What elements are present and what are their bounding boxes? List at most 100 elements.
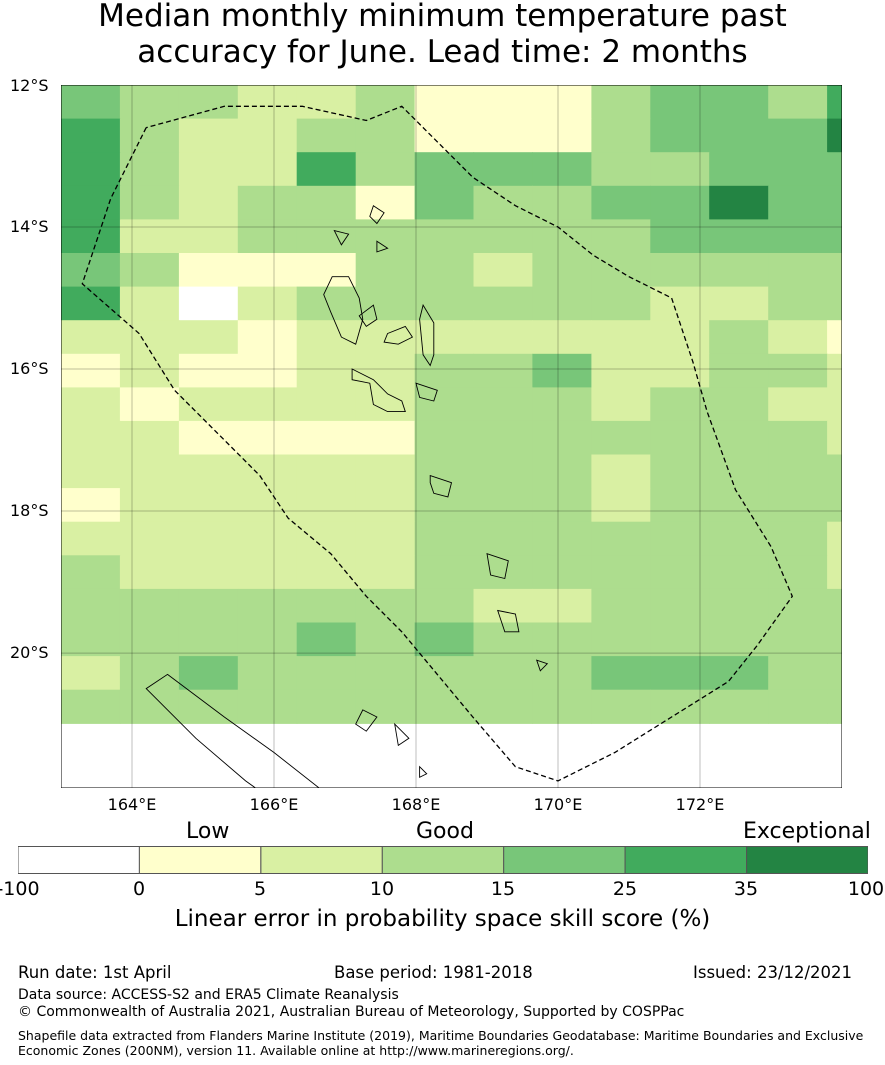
skill-cell (650, 622, 710, 657)
colorbar-tick: 5 (253, 878, 267, 900)
skill-cell (296, 320, 357, 355)
skill-cell (237, 85, 298, 120)
skill-cell (532, 454, 592, 489)
skill-cell (473, 689, 533, 724)
skill-cell (119, 152, 180, 187)
skill-cell (473, 454, 533, 489)
skill-cell (355, 588, 416, 624)
skill-cell (591, 353, 651, 388)
skill-cell (296, 353, 357, 388)
skill-cell (827, 588, 842, 624)
skill-cell (650, 353, 710, 388)
lon-tick-label: 164°E (107, 795, 157, 814)
skill-cell (237, 387, 298, 422)
skill-cell (650, 588, 710, 624)
skill-cell (768, 555, 828, 590)
skill-cell (414, 622, 475, 657)
skill-cell (237, 118, 298, 153)
skill-cell (473, 353, 533, 388)
skill-cell (414, 689, 475, 724)
colorbar-segment (624, 846, 747, 874)
colorbar-tick: 10 (369, 878, 395, 900)
skill-cell (61, 286, 121, 321)
skill-cell (61, 622, 121, 657)
skill-cell (709, 488, 769, 523)
skill-cell (591, 320, 651, 355)
skill-cell (296, 521, 357, 556)
skill-cell (591, 286, 651, 321)
skill-cell (827, 555, 842, 590)
skill-cell (650, 85, 710, 120)
skill-cell (591, 185, 651, 220)
skill-cell (768, 185, 828, 220)
skill-cell (473, 152, 533, 187)
skill-cell (827, 353, 842, 388)
colorbar-segment (746, 846, 868, 874)
skill-cell (61, 253, 121, 288)
island-outline (497, 609, 520, 633)
skill-cell (355, 253, 416, 288)
skill-cell (591, 656, 651, 691)
skill-cell (709, 320, 769, 355)
skill-cell (473, 555, 533, 590)
skill-cell (650, 118, 710, 153)
shapefile-credit-line-2: Economic Zones (200NM), version 11. Avai… (18, 1043, 574, 1058)
island-outline (419, 765, 428, 779)
skill-cell (237, 286, 298, 321)
skill-cell (296, 622, 357, 657)
skill-cell (591, 219, 651, 254)
island-outline (369, 205, 385, 225)
skill-cell (178, 588, 239, 624)
island-outline (333, 229, 350, 246)
skill-score-map (61, 85, 842, 788)
skill-cell (61, 420, 121, 456)
skill-cell (61, 118, 121, 153)
skill-cell (119, 454, 180, 489)
skill-cell (532, 353, 592, 388)
skill-cell (532, 185, 592, 220)
base-period: Base period: 1981-2018 (334, 963, 533, 982)
skill-cell (61, 185, 121, 220)
skill-cell (61, 689, 121, 724)
skill-cell (414, 219, 475, 254)
lat-tick-label: 20°S (10, 643, 49, 662)
skill-cell (650, 152, 710, 187)
skill-cell (178, 521, 239, 556)
skill-cell (61, 387, 121, 422)
skill-cell (709, 689, 769, 724)
skill-cell (650, 253, 710, 288)
skill-cell (237, 622, 298, 657)
skill-cell (178, 185, 239, 220)
skill-cell (768, 320, 828, 355)
skill-cell (237, 689, 298, 724)
skill-cell (237, 219, 298, 254)
skill-cell (355, 488, 416, 523)
skill-cell (532, 521, 592, 556)
skill-cell (532, 656, 592, 691)
skill-cell (532, 286, 592, 321)
skill-cell (650, 521, 710, 556)
skill-cell (650, 689, 710, 724)
skill-cell (414, 353, 475, 388)
skill-cell (61, 656, 121, 691)
skill-cell (414, 85, 475, 120)
skill-cell (768, 286, 828, 321)
skill-cell (414, 656, 475, 691)
skill-cell (414, 454, 475, 489)
island-outline (535, 659, 549, 672)
skill-cell (532, 622, 592, 657)
skill-cell (296, 85, 357, 120)
skill-cell (827, 152, 842, 187)
skill-cell (768, 622, 828, 657)
skill-cell (296, 454, 357, 489)
skill-cell (61, 219, 121, 254)
skill-cell (61, 488, 121, 523)
skill-cell (119, 320, 180, 355)
skill-cell (119, 622, 180, 657)
skill-cell (591, 387, 651, 422)
skill-cell (473, 488, 533, 523)
skill-cell (827, 118, 842, 153)
skill-cell (61, 152, 121, 187)
colorbar-word-good: Good (416, 819, 474, 844)
skill-cell (768, 152, 828, 187)
